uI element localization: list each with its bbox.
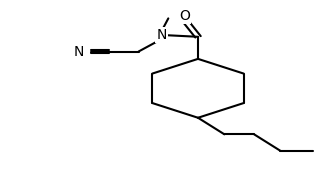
Text: N: N: [156, 28, 167, 42]
Text: O: O: [180, 9, 190, 23]
Text: N: N: [74, 45, 84, 59]
